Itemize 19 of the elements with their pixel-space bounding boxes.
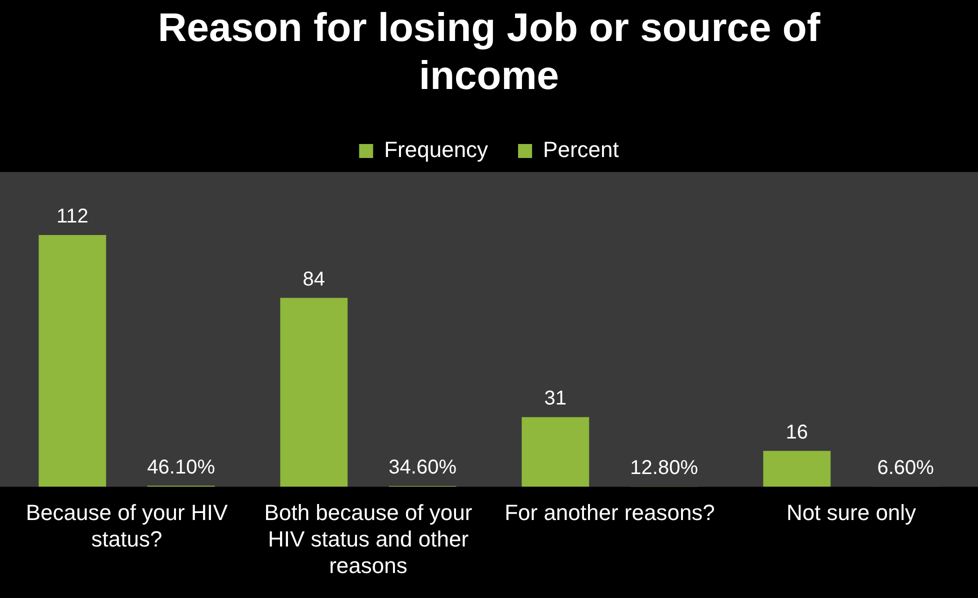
- x-tick-label: Not sure only: [786, 500, 916, 526]
- bar: [38, 234, 106, 487]
- legend-label: Percent: [543, 137, 619, 162]
- chart-title: Reason for losing Job or source of income: [158, 6, 821, 98]
- x-tick-label: For another reasons?: [504, 500, 715, 526]
- data-label: 84: [302, 268, 326, 290]
- bar: [280, 298, 348, 487]
- data-label: 31: [544, 388, 567, 410]
- data-label: 112: [56, 205, 88, 228]
- data-label: 12.80%: [630, 457, 698, 480]
- x-tick-label: Both because of your HIV status and other reasons: [264, 500, 472, 578]
- legend-label: Frequency: [384, 137, 488, 162]
- bar: [522, 417, 590, 487]
- data-label: 6.60%: [877, 457, 934, 480]
- data-label: 46.10%: [147, 456, 216, 478]
- x-tick-label: Because of your HIV status?: [26, 500, 228, 552]
- bar: [763, 450, 831, 487]
- data-label: 34.60%: [388, 456, 457, 479]
- data-label: 16: [786, 421, 808, 444]
